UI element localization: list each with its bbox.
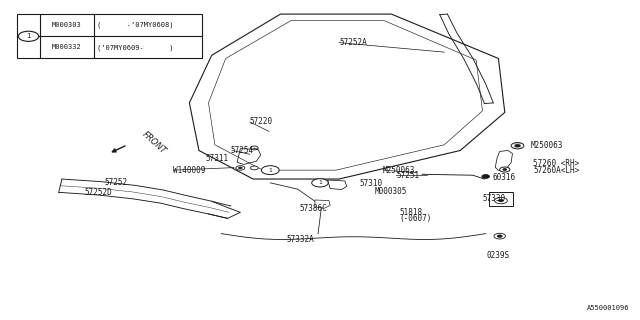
Text: 57260 <RH>: 57260 <RH> <box>534 159 580 168</box>
Text: M000303: M000303 <box>52 22 81 28</box>
Text: M000305: M000305 <box>375 187 407 196</box>
Text: 1: 1 <box>268 168 272 173</box>
Text: 1: 1 <box>318 180 322 185</box>
Circle shape <box>511 142 524 149</box>
Text: 60316: 60316 <box>492 173 515 182</box>
Text: (-0607): (-0607) <box>399 214 431 223</box>
Circle shape <box>239 167 243 169</box>
Circle shape <box>312 179 328 187</box>
Text: A550001096: A550001096 <box>586 305 629 311</box>
Circle shape <box>494 233 506 239</box>
Circle shape <box>515 144 520 147</box>
Circle shape <box>261 166 279 175</box>
Circle shape <box>500 167 510 172</box>
Circle shape <box>497 235 502 237</box>
Text: 57310: 57310 <box>360 179 383 188</box>
Circle shape <box>19 31 38 41</box>
Text: 57220: 57220 <box>250 117 273 126</box>
Circle shape <box>250 146 258 150</box>
Text: W140009: W140009 <box>173 166 206 175</box>
Circle shape <box>503 169 507 171</box>
Text: FRONT: FRONT <box>140 130 168 156</box>
Circle shape <box>499 199 504 202</box>
Text: 57252A: 57252A <box>339 38 367 47</box>
Circle shape <box>482 175 490 178</box>
Text: 57332A: 57332A <box>287 236 315 244</box>
Bar <box>489 192 513 206</box>
Text: 57251: 57251 <box>396 171 420 180</box>
Text: 57311: 57311 <box>205 154 228 163</box>
Text: 57252: 57252 <box>104 178 128 187</box>
Text: 51818: 51818 <box>399 208 422 217</box>
Text: 1: 1 <box>26 33 31 39</box>
Circle shape <box>236 166 245 170</box>
Text: 57254: 57254 <box>231 146 254 155</box>
Text: 57252D: 57252D <box>84 188 112 197</box>
Text: M250063: M250063 <box>383 166 415 175</box>
Circle shape <box>250 166 258 170</box>
Text: 57260A<LH>: 57260A<LH> <box>534 166 580 175</box>
Text: (’07MY0609-      ): (’07MY0609- ) <box>97 44 173 51</box>
Text: M000332: M000332 <box>52 44 81 50</box>
Text: 0239S: 0239S <box>487 251 510 260</box>
Text: 57386C: 57386C <box>300 204 327 213</box>
Circle shape <box>495 197 508 204</box>
Text: M250063: M250063 <box>531 141 563 150</box>
Text: (      -’07MY0608): ( -’07MY0608) <box>97 22 173 28</box>
Bar <box>17 14 202 59</box>
Text: 57330: 57330 <box>483 194 506 203</box>
